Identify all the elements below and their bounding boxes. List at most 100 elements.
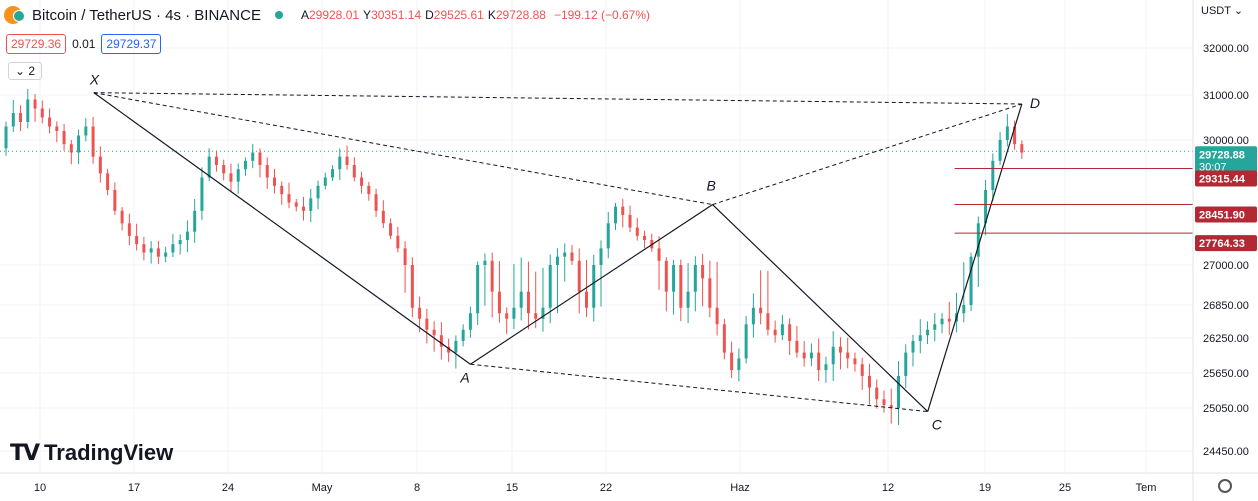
candle-body	[178, 240, 182, 245]
tradingview-logo: 𝗧𝗩 TradingView	[10, 440, 173, 466]
pattern-ratio-XD	[93, 92, 1022, 105]
candle-body	[403, 248, 407, 265]
candle-body	[621, 206, 625, 215]
ohlc-close: K29728.88	[487, 8, 546, 22]
candle-body	[113, 190, 117, 211]
indicators-toggle[interactable]: ⌄ 2	[8, 62, 43, 80]
candle-body	[519, 291, 523, 308]
pattern-label-A: A	[459, 369, 469, 385]
time-tick-label: 25	[1059, 482, 1071, 494]
candle-body	[555, 256, 559, 265]
candle-body	[229, 173, 233, 182]
candle-body	[396, 235, 400, 249]
candle-body	[976, 223, 980, 257]
candle-body	[425, 318, 429, 330]
current-price-badge: 29728.88	[1199, 149, 1245, 161]
candle-body	[686, 291, 690, 308]
candle-body	[185, 231, 189, 240]
candle-body	[19, 113, 23, 122]
candle-body	[302, 206, 306, 211]
candle-body	[418, 307, 422, 319]
candle-body	[701, 265, 705, 279]
level-badge: 28451.90	[1199, 210, 1245, 222]
candle-body	[77, 135, 81, 153]
candle-body	[780, 324, 784, 336]
buy-button[interactable]: 29729.37	[101, 34, 162, 54]
currency-selector[interactable]: USDT ⌄	[1201, 4, 1243, 17]
candle-body	[809, 352, 813, 359]
price-tick-label: 26850.00	[1203, 300, 1249, 312]
time-tick-label: 12	[882, 482, 894, 494]
candle-body	[947, 318, 951, 322]
level-badge-bg	[1195, 170, 1257, 187]
candle-body	[294, 202, 298, 207]
candle-body	[476, 265, 480, 314]
candle-body	[287, 194, 291, 203]
candle-body	[708, 278, 712, 308]
pattern-leg-CD	[927, 103, 1023, 412]
candle-body	[751, 307, 755, 325]
candle-body	[106, 173, 110, 190]
candle-body	[911, 340, 915, 353]
tradingview-mark-icon: 𝗧𝗩	[10, 440, 40, 465]
candle-body	[236, 169, 240, 182]
candle-body	[672, 265, 676, 292]
candle-body	[570, 252, 574, 261]
candle-body	[592, 265, 596, 308]
candle-body	[367, 185, 371, 195]
candle-body	[171, 244, 175, 253]
candle-body	[410, 265, 414, 308]
market-status-icon	[274, 11, 283, 19]
candle-body	[933, 324, 937, 330]
candle-body	[447, 346, 451, 353]
candle-body	[889, 405, 893, 408]
candle-body	[338, 156, 342, 170]
time-tick-label: 24	[222, 482, 234, 494]
time-tick-label: 22	[600, 482, 612, 494]
gear-icon[interactable]	[1218, 479, 1232, 493]
chevron-down-icon: ⌄	[1233, 5, 1244, 17]
pattern-leg-AB	[470, 204, 713, 365]
pattern-leg-BC	[712, 204, 929, 413]
candle-body	[795, 340, 799, 353]
current-price-badge-countdown: 30:07	[1199, 161, 1227, 173]
candle-body	[381, 210, 385, 224]
price-tick-label: 30000.00	[1203, 135, 1249, 147]
candle-body	[26, 99, 30, 122]
candle-body	[744, 324, 748, 359]
candle-body	[69, 144, 73, 153]
time-tick-label: 15	[506, 482, 518, 494]
level-badge: 27764.33	[1199, 238, 1245, 250]
chart-header: Bitcoin / TetherUS · 4s · BINANCE A29928…	[0, 0, 650, 30]
time-tick-label: May	[312, 482, 333, 494]
candle-body	[512, 307, 516, 319]
candle-body	[860, 364, 864, 376]
candle-body	[91, 126, 95, 157]
symbol-title[interactable]: Bitcoin / TetherUS · 4s · BINANCE	[32, 6, 261, 24]
candle-body	[1020, 144, 1024, 153]
candle-body	[984, 190, 988, 224]
candle-body	[62, 131, 66, 145]
candle-body	[846, 352, 850, 359]
candle-body	[838, 346, 842, 353]
candle-body	[48, 117, 52, 127]
candle-body	[331, 169, 335, 178]
candle-body	[534, 313, 538, 319]
candle-body	[40, 108, 44, 118]
candle-body	[497, 291, 501, 314]
candle-body	[55, 126, 59, 131]
candle-body	[882, 399, 886, 406]
candle-body	[490, 260, 494, 292]
spread-value: 0.01	[72, 37, 96, 51]
level-badge-bg	[1195, 235, 1257, 252]
current-price-badge-bg	[1195, 146, 1257, 175]
candle-body	[643, 235, 647, 240]
candle-body	[679, 265, 683, 308]
sell-button[interactable]: 29729.36	[6, 34, 67, 54]
candle-body	[316, 185, 320, 199]
candle-body	[454, 340, 458, 353]
candle-body	[207, 156, 211, 178]
candle-body	[904, 352, 908, 376]
